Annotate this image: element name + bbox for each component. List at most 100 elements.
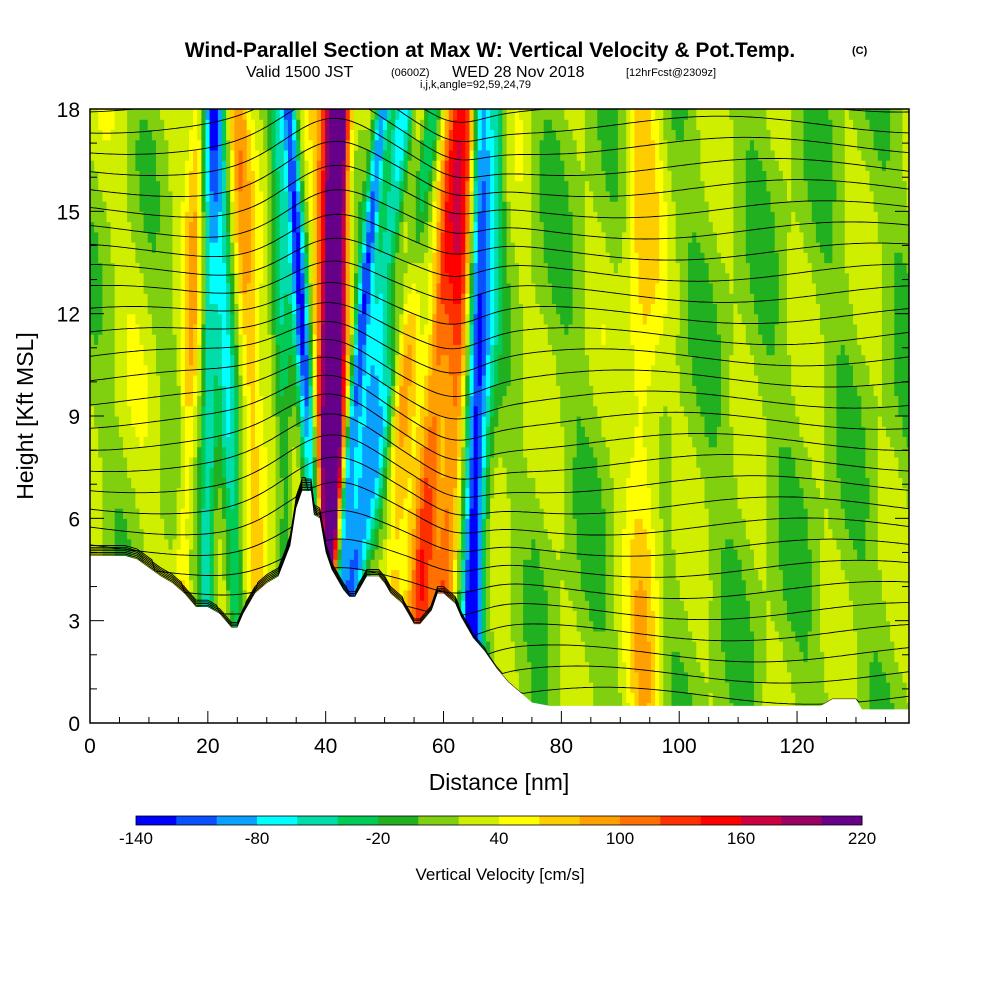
velocity-cell [147, 446, 153, 458]
velocity-cell [135, 385, 141, 397]
velocity-cell [395, 334, 400, 345]
velocity-cell [147, 221, 153, 233]
velocity-cell [354, 190, 359, 202]
velocity-cell [234, 436, 240, 448]
velocity-cell [411, 221, 417, 233]
velocity-cell [222, 190, 227, 202]
velocity-cell [255, 139, 260, 151]
velocity-cell [230, 436, 235, 448]
velocity-cell [222, 446, 227, 458]
velocity-cell [176, 139, 182, 151]
velocity-cell [420, 569, 425, 581]
velocity-cell [370, 323, 376, 335]
velocity-cell [217, 579, 223, 591]
velocity-cell [271, 323, 277, 335]
velocity-cell [246, 559, 252, 571]
velocity-cell [176, 231, 182, 243]
velocity-cell [110, 231, 116, 243]
velocity-cell [168, 518, 174, 530]
velocity-cell [300, 456, 305, 468]
velocity-cell [246, 569, 252, 581]
velocity-cell [403, 385, 409, 397]
velocity-cell [139, 201, 145, 212]
velocity-cell [259, 559, 264, 571]
velocity-cell [238, 283, 244, 294]
velocity-cell [94, 538, 99, 550]
velocity-cell [271, 569, 277, 581]
velocity-cell [428, 375, 433, 386]
velocity-cell [176, 262, 182, 274]
velocity-cell [172, 221, 178, 233]
velocity-cell [308, 467, 314, 478]
velocity-cell [370, 436, 376, 448]
velocity-cell [403, 201, 409, 212]
velocity-cell [424, 149, 429, 161]
velocity-cell [288, 313, 293, 325]
velocity-cell [102, 364, 108, 376]
velocity-cell [255, 456, 260, 468]
velocity-cell [147, 497, 153, 509]
velocity-cell [267, 160, 273, 171]
velocity-cell [341, 559, 347, 571]
velocity-cell [118, 139, 124, 151]
velocity-cell [382, 446, 388, 458]
velocity-cell [329, 508, 334, 519]
velocity-cell [304, 109, 310, 120]
velocity-cell [230, 610, 235, 622]
velocity-cell [370, 334, 376, 345]
velocity-cell [428, 497, 433, 509]
velocity-cell [160, 446, 165, 458]
velocity-cell [189, 303, 194, 315]
velocity-cell [197, 364, 202, 376]
velocity-cell [358, 569, 363, 581]
velocity-cell [184, 231, 190, 243]
velocity-cell [176, 283, 182, 294]
velocity-cell [424, 426, 429, 437]
velocity-cell [168, 487, 174, 499]
velocity-cell [172, 323, 178, 335]
velocity-cell [131, 446, 136, 458]
velocity-cell [184, 467, 190, 478]
velocity-cell [267, 242, 273, 253]
copyright-mark: (C) [852, 45, 868, 57]
velocity-cell [407, 334, 413, 345]
velocity-cell [358, 354, 363, 366]
velocity-cell [263, 323, 268, 335]
velocity-cell [296, 283, 301, 294]
velocity-cell [283, 231, 289, 243]
velocity-cell [403, 262, 409, 274]
velocity-cell [366, 221, 371, 233]
velocity-cell [209, 405, 215, 417]
velocity-cell [102, 283, 108, 294]
velocity-cell [172, 303, 178, 315]
velocity-cell [407, 487, 413, 499]
velocity-cell [382, 538, 388, 550]
velocity-cell [184, 160, 190, 171]
velocity-cell [168, 170, 174, 182]
velocity-cell [382, 559, 388, 571]
velocity-cell [222, 528, 227, 540]
velocity-cell [222, 242, 227, 253]
velocity-cell [110, 405, 116, 417]
velocity-cell [106, 477, 112, 489]
velocity-cell [333, 190, 338, 202]
velocity-cell [341, 385, 347, 397]
velocity-cell [255, 354, 260, 366]
velocity-cell [395, 221, 400, 233]
velocity-cell [403, 129, 409, 141]
velocity-cell [259, 211, 264, 223]
velocity-cell [420, 293, 425, 304]
velocity-cell [271, 129, 277, 141]
velocity-cell [151, 354, 157, 366]
velocity-cell [424, 497, 429, 509]
velocity-cell [424, 487, 429, 499]
velocity-cell [222, 538, 227, 550]
velocity-cell [160, 109, 165, 120]
velocity-cell [366, 559, 371, 571]
velocity-cell [230, 139, 235, 151]
velocity-cell [197, 579, 202, 591]
velocity-cell [312, 385, 318, 397]
velocity-cell [411, 293, 417, 304]
velocity-cell [316, 109, 322, 120]
velocity-cell [222, 497, 227, 509]
